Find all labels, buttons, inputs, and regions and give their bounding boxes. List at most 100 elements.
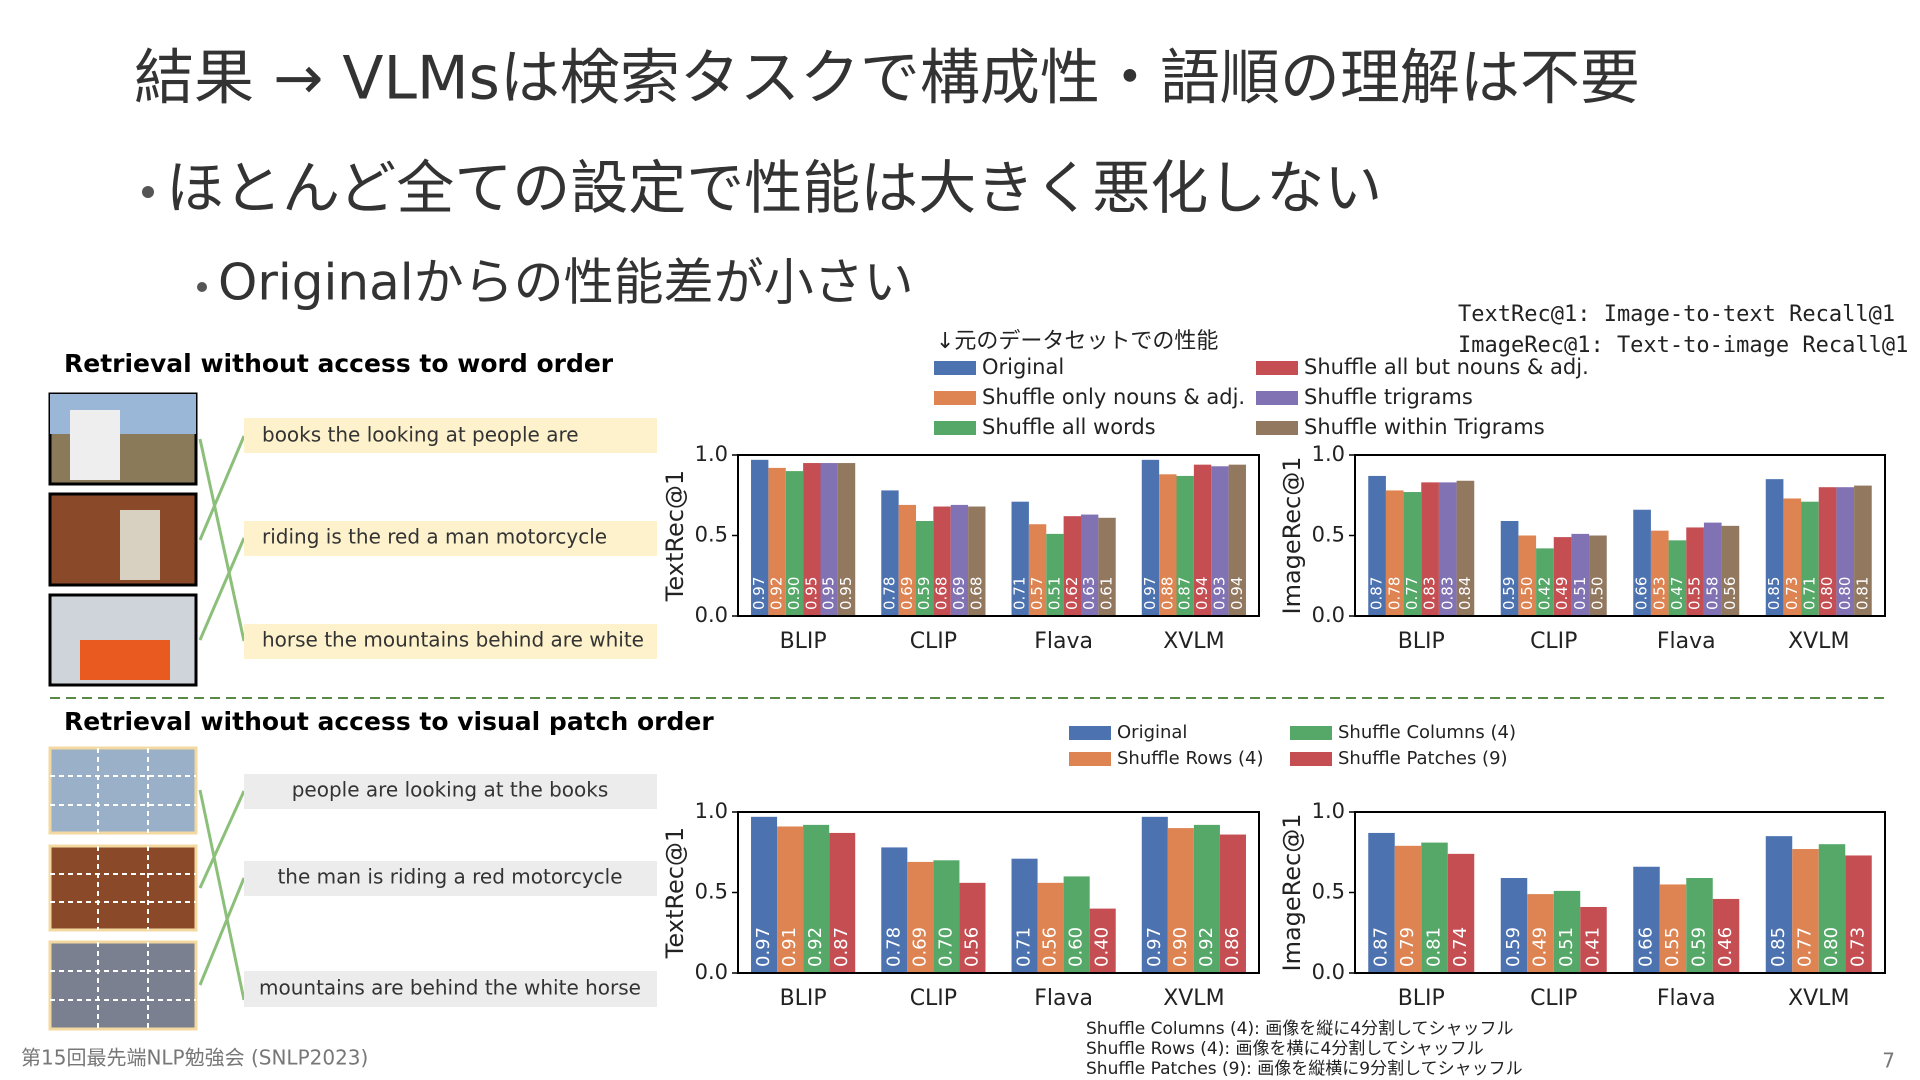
bar bbox=[1765, 836, 1793, 973]
y-tick-label: 0.5 bbox=[1312, 880, 1345, 904]
legend-swatch bbox=[1069, 752, 1111, 766]
data-label: 0.83 bbox=[1438, 577, 1456, 610]
legend-label: Original bbox=[1117, 722, 1187, 743]
data-label: 0.46 bbox=[1715, 927, 1736, 967]
data-label: 0.87 bbox=[1368, 577, 1386, 610]
legend-label: Original bbox=[982, 355, 1064, 379]
caption: horse the mountains behind are white bbox=[262, 628, 644, 652]
patch-note: Shuffle Rows (4): 画像を横に4分割してシャッフル bbox=[1086, 1039, 1484, 1059]
data-label: 0.77 bbox=[1403, 577, 1421, 610]
data-label: 0.74 bbox=[1450, 927, 1471, 967]
caption: people are looking at the books bbox=[292, 778, 609, 802]
data-label: 0.79 bbox=[1397, 927, 1418, 967]
x-tick-label: BLIP bbox=[780, 986, 827, 1011]
bar bbox=[1176, 475, 1194, 616]
data-label: 0.91 bbox=[779, 927, 800, 967]
section-heading: Retrieval without access to visual patch… bbox=[64, 707, 714, 736]
bar bbox=[916, 521, 934, 616]
bar bbox=[1703, 522, 1722, 616]
bar bbox=[1193, 464, 1212, 616]
data-label: 0.77 bbox=[1795, 927, 1816, 967]
bar bbox=[1589, 535, 1607, 616]
bar bbox=[1765, 479, 1784, 616]
patch-order-illustration bbox=[48, 746, 657, 1031]
x-tick-label: Flava bbox=[1034, 629, 1093, 654]
data-label: 0.49 bbox=[1530, 927, 1551, 967]
caption: the man is riding a red motorcycle bbox=[277, 865, 622, 889]
legend-label: Shuffle Rows (4) bbox=[1117, 748, 1263, 769]
data-label: 0.68 bbox=[933, 577, 951, 610]
data-label: 0.90 bbox=[1170, 927, 1191, 967]
x-tick-label: CLIP bbox=[1530, 986, 1577, 1011]
x-tick-label: XVLM bbox=[1788, 986, 1849, 1011]
y-tick-label: 0.5 bbox=[695, 523, 728, 547]
section-heading: Retrieval without access to word order bbox=[64, 349, 614, 378]
x-tick-label: CLIP bbox=[910, 986, 957, 1011]
bar bbox=[1712, 898, 1740, 973]
data-label: 0.84 bbox=[1456, 577, 1474, 610]
bar bbox=[1219, 834, 1246, 973]
data-label: 0.41 bbox=[1583, 927, 1604, 967]
bar bbox=[820, 463, 838, 616]
data-label: 0.73 bbox=[1848, 927, 1869, 967]
data-label: 0.59 bbox=[915, 577, 933, 610]
bar bbox=[1098, 517, 1116, 616]
data-label: 0.92 bbox=[768, 577, 786, 610]
bar bbox=[751, 459, 769, 616]
bar bbox=[1193, 824, 1220, 973]
legend-label: Shuffle trigrams bbox=[1304, 385, 1473, 409]
bar bbox=[1553, 890, 1581, 973]
legend-label: Shuffle all but nouns & adj. bbox=[1304, 355, 1589, 379]
bar bbox=[1553, 537, 1572, 616]
bar bbox=[1668, 540, 1687, 616]
bullet-dot bbox=[197, 282, 207, 292]
legend-label: Shuffle all words bbox=[982, 415, 1156, 439]
bullet: ほとんど全ての設定で性能は大きく悪化しない bbox=[166, 154, 1382, 222]
y-tick-label: 0.5 bbox=[695, 880, 728, 904]
data-label: 0.87 bbox=[1371, 927, 1392, 967]
data-label: 0.78 bbox=[883, 927, 904, 967]
data-label: 0.88 bbox=[1158, 577, 1176, 610]
data-label: 0.56 bbox=[1721, 577, 1739, 610]
y-tick-label: 1.0 bbox=[695, 799, 728, 823]
legend-swatch bbox=[1069, 726, 1111, 740]
legend-swatch bbox=[934, 361, 976, 375]
bar bbox=[1046, 533, 1064, 616]
bar bbox=[881, 490, 899, 616]
data-label: 0.94 bbox=[1228, 577, 1246, 610]
data-label: 0.71 bbox=[1014, 927, 1035, 967]
y-tick-label: 1.0 bbox=[1312, 442, 1345, 466]
data-label: 0.87 bbox=[1176, 577, 1194, 610]
bar bbox=[1536, 548, 1554, 616]
data-label: 0.50 bbox=[1518, 577, 1536, 610]
data-label: 0.69 bbox=[898, 577, 916, 610]
y-axis-label: ImageRec@1 bbox=[1278, 457, 1306, 615]
data-label: 0.42 bbox=[1535, 577, 1553, 610]
metric-note: ImageRec@1: Text-to-image Recall@1 bbox=[1458, 333, 1908, 358]
bar bbox=[1385, 490, 1404, 616]
data-label: 0.80 bbox=[1836, 577, 1854, 610]
x-tick-label: BLIP bbox=[1398, 986, 1445, 1011]
data-label: 0.62 bbox=[1063, 577, 1081, 610]
data-label: 0.70 bbox=[935, 927, 956, 967]
bar bbox=[1518, 535, 1537, 616]
bar bbox=[768, 467, 786, 616]
data-label: 0.97 bbox=[1144, 927, 1165, 967]
bar bbox=[1421, 842, 1448, 973]
bar bbox=[898, 504, 917, 616]
bar bbox=[1783, 498, 1802, 616]
slide-title: 結果 → VLMsは検索タスクで構成性・語順の理解は不要 bbox=[134, 44, 1640, 114]
data-label: 0.55 bbox=[1686, 577, 1704, 610]
bullet-dot bbox=[142, 186, 154, 198]
legend-label: Shuffle within Trigrams bbox=[1304, 415, 1545, 439]
bar bbox=[1659, 884, 1687, 973]
data-label: 0.56 bbox=[1040, 927, 1061, 967]
y-axis-label: TextRec@1 bbox=[661, 470, 689, 602]
footer: 第15回最先端NLP勉強会 (SNLP2023) bbox=[21, 1046, 368, 1070]
data-label: 0.93 bbox=[1210, 577, 1228, 610]
bar bbox=[1456, 480, 1475, 616]
data-label: 0.95 bbox=[802, 577, 820, 610]
data-label: 0.68 bbox=[967, 577, 985, 610]
bar bbox=[907, 861, 934, 973]
data-label: 0.69 bbox=[909, 927, 930, 967]
